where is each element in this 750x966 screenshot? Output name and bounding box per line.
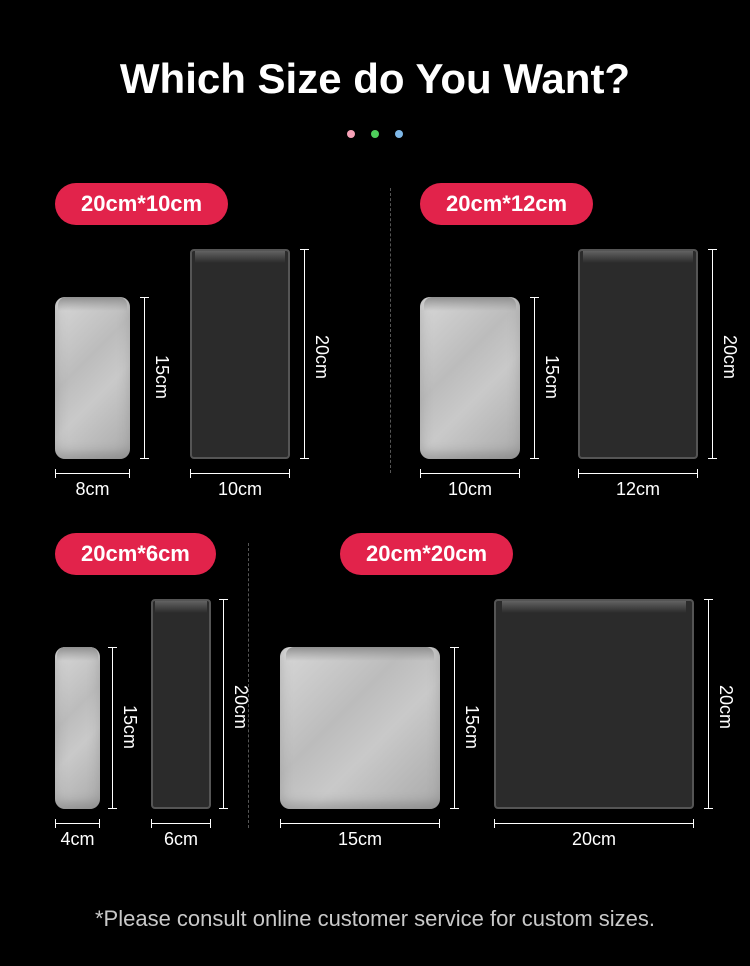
flat-height-label: 20cm bbox=[311, 335, 332, 379]
size-badge: 20cm*12cm bbox=[420, 183, 593, 225]
size-grid: 20cm*10cm 15cm 20cm 8cm 10cm 20cm*12cm 1… bbox=[0, 173, 750, 893]
inflated-bag bbox=[55, 297, 130, 459]
flat-width-label: 12cm bbox=[578, 479, 698, 500]
inflated-bag bbox=[55, 647, 100, 809]
size-badge: 20cm*20cm bbox=[340, 533, 513, 575]
decorative-dots bbox=[0, 125, 750, 143]
flat-width-label: 20cm bbox=[494, 829, 694, 850]
size-option-20x10: 20cm*10cm 15cm 20cm 8cm 10cm bbox=[55, 183, 375, 495]
flat-height-label: 20cm bbox=[230, 685, 251, 729]
flat-height-label: 20cm bbox=[715, 685, 736, 729]
flat-bag bbox=[151, 599, 211, 809]
flat-bag bbox=[578, 249, 698, 459]
inflated-width-label: 4cm bbox=[55, 829, 100, 850]
inflated-height-label: 15cm bbox=[119, 705, 140, 749]
dot-green-icon bbox=[371, 130, 379, 138]
footer-note: *Please consult online customer service … bbox=[0, 906, 750, 932]
size-badge: 20cm*10cm bbox=[55, 183, 228, 225]
flat-bag bbox=[190, 249, 290, 459]
page-title: Which Size do You Want? bbox=[0, 0, 750, 103]
dot-blue-icon bbox=[395, 130, 403, 138]
size-badge: 20cm*6cm bbox=[55, 533, 216, 575]
inflated-height-label: 15cm bbox=[461, 705, 482, 749]
size-pair: 15cm 20cm bbox=[55, 239, 375, 459]
size-pair: 15cm 20cm bbox=[55, 589, 255, 809]
dot-pink-icon bbox=[347, 130, 355, 138]
size-option-20x6: 20cm*6cm 15cm 20cm 4cm 6cm bbox=[55, 533, 255, 845]
inflated-bag bbox=[420, 297, 520, 459]
flat-width-label: 10cm bbox=[190, 479, 290, 500]
inflated-width-label: 15cm bbox=[280, 829, 440, 850]
inflated-width-label: 8cm bbox=[55, 479, 130, 500]
inflated-height-label: 15cm bbox=[541, 355, 562, 399]
size-option-20x20: 20cm*20cm 15cm 20cm 15cm 20cm bbox=[280, 533, 740, 845]
size-pair: 15cm 20cm bbox=[420, 239, 740, 459]
flat-height-label: 20cm bbox=[719, 335, 740, 379]
size-pair: 15cm 20cm bbox=[280, 589, 740, 809]
inflated-width-label: 10cm bbox=[420, 479, 520, 500]
vertical-divider-top bbox=[390, 188, 391, 473]
size-option-20x12: 20cm*12cm 15cm 20cm 10cm 12cm bbox=[420, 183, 740, 495]
flat-width-label: 6cm bbox=[151, 829, 211, 850]
flat-bag bbox=[494, 599, 694, 809]
inflated-height-label: 15cm bbox=[151, 355, 172, 399]
inflated-bag bbox=[280, 647, 440, 809]
